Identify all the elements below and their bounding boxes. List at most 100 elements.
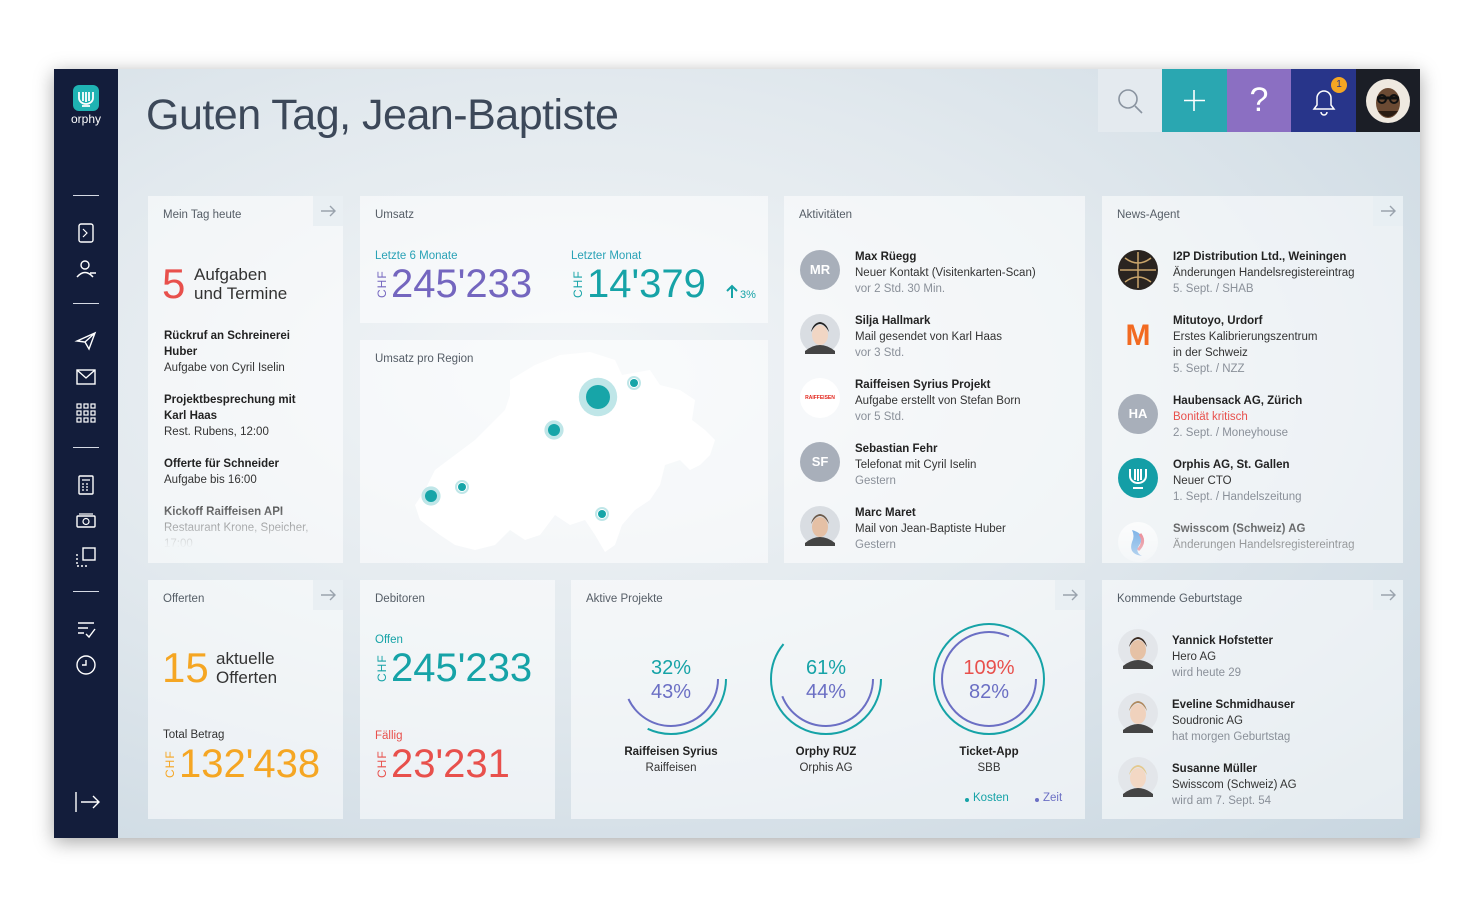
brand: orphy [70, 112, 102, 126]
nav-mail[interactable] [74, 365, 98, 389]
app: orphy Guten Tag, Jean-Baptiste ? 1 Mein … [54, 69, 1420, 838]
icon-part [76, 515, 96, 528]
help-button[interactable]: ? [1227, 69, 1291, 132]
activity-time: vor 3 Std. [855, 347, 905, 359]
open-arrow[interactable] [313, 196, 343, 226]
open-arrow[interactable] [1373, 580, 1403, 610]
kosten-ring [933, 623, 1045, 735]
project-client: Orphis AG [799, 762, 853, 774]
user-avatar[interactable] [1356, 69, 1420, 132]
open-arrow[interactable] [313, 580, 343, 610]
activity-name: Max Rüegg [855, 251, 917, 263]
avatar-hair [1129, 637, 1147, 647]
news-icons [1118, 250, 1158, 562]
icon-part [1389, 94, 1399, 104]
offer-count: 15 [162, 644, 209, 691]
open-label: Offen [375, 634, 403, 646]
news-text: Änderungen Handelsregistereintrag [1173, 267, 1355, 279]
nav-time[interactable] [74, 653, 98, 677]
nav-contacts[interactable] [74, 221, 98, 245]
activity-action: Aufgabe erstellt von Stefan Born [855, 395, 1021, 407]
icon-part [74, 331, 97, 351]
total-label: Total Betrag [163, 729, 225, 741]
avatar-initials-bg [1118, 394, 1158, 434]
period-label: Letzte 6 Monate [375, 250, 458, 262]
revenue-amount: 245'233 [391, 262, 533, 306]
project-client: SBB [977, 762, 1001, 774]
avatar-hair [811, 514, 829, 524]
news-text: in der Schweiz [1173, 347, 1248, 359]
nav-money[interactable] [74, 509, 98, 533]
nav-tasks[interactable] [74, 617, 98, 641]
nav-people[interactable] [74, 257, 98, 281]
activity-time: Gestern [855, 475, 896, 487]
card-title: Aktive Projekte [586, 593, 663, 605]
nav-logout[interactable] [73, 790, 101, 814]
search-button[interactable] [1098, 69, 1162, 132]
separator [73, 303, 99, 304]
icon-part [76, 403, 82, 409]
icon-part [1378, 111, 1398, 117]
icon-part [1331, 77, 1347, 93]
icon-part [82, 228, 88, 238]
icon-part [90, 403, 96, 409]
news-list: I2P Distribution Ltd., Weiningen Änderung… [1102, 196, 1403, 563]
currency: CHF [375, 654, 389, 682]
nav-projects[interactable] [74, 545, 98, 569]
legend-dot [1035, 798, 1039, 802]
region-ring [595, 507, 609, 521]
avatar-initials: SF [811, 454, 829, 469]
logo-bg [800, 378, 840, 418]
avatar-body [1123, 724, 1153, 733]
avatar-hair [1129, 701, 1147, 711]
news-text: Erstes Kalibrierungszentrum [1173, 331, 1318, 343]
icon-part [76, 369, 96, 385]
avatar-face [812, 517, 828, 537]
icon-part [83, 403, 89, 409]
swisscom-logo-accent [1136, 533, 1145, 552]
news-text: Änderungen Handelsregistereintrag [1173, 539, 1355, 551]
card-title: Aktivitäten [799, 209, 853, 221]
icon-part [1312, 90, 1336, 116]
icon-part [76, 271, 96, 278]
nav-calculator[interactable] [74, 473, 98, 497]
icon-part [1098, 69, 1162, 132]
region-dot [586, 385, 610, 409]
card-projects: Aktive Projekte 32% 43% Raiffeisen Syrius Ra… [571, 580, 1085, 819]
project-rings [615, 623, 1045, 735]
news-meta: 5. Sept. / SHAB [1173, 283, 1254, 295]
icon-part [82, 479, 90, 491]
avatar-face [1130, 704, 1146, 724]
birthday-name: Eveline Schmidhauser [1172, 699, 1295, 711]
project-name: Ticket-App [959, 746, 1019, 758]
card-title: Mein Tag heute [163, 209, 242, 221]
open-arrow[interactable] [1055, 580, 1085, 610]
icon-part [80, 260, 90, 270]
arrow-icon [321, 589, 336, 601]
avatar-body [1123, 660, 1153, 669]
nav-apps[interactable] [74, 401, 98, 425]
activity-name: Sebastian Fehr [855, 443, 938, 455]
nav-send[interactable] [74, 329, 98, 353]
open-arrow[interactable] [1373, 196, 1403, 226]
notifications-button[interactable] [1291, 69, 1356, 132]
icon-part [76, 369, 96, 379]
card-title: Offerten [163, 593, 205, 605]
currency: CHF [375, 750, 389, 778]
card-title: Debitoren [375, 593, 425, 605]
icon-part [90, 417, 96, 423]
map [415, 352, 715, 552]
news-meta: 1. Sept. / Handelszeitung [1173, 491, 1302, 503]
region-dot [598, 510, 606, 518]
activity-name: Silja Hallmark [855, 315, 931, 327]
card-birthdays: Kommende Geburtstage Yannick Hofstetter He… [1102, 580, 1403, 819]
task-title: Kickoff Raiffeisen API [164, 506, 284, 518]
main: Guten Tag, Jean-Baptiste ? 1 Mein Tag he… [118, 69, 1420, 838]
kosten-percent: 109% [963, 657, 1015, 679]
activity-action: Neuer Kontakt (Visitenkarten-Scan) [855, 267, 1036, 279]
add-button[interactable] [1162, 69, 1227, 132]
greeting: Guten Tag, Jean-Baptiste [146, 91, 619, 139]
orphis-mark [1129, 469, 1147, 489]
card-title: Kommende Geburtstage [1117, 593, 1243, 605]
globe-lines [1120, 252, 1156, 288]
